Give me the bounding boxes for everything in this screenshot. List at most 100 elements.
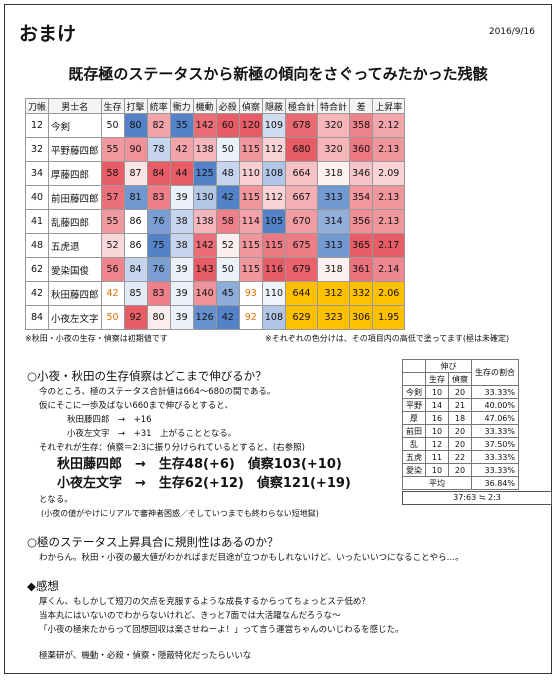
value-cell: 318 xyxy=(317,257,351,282)
column-header: 機動 xyxy=(192,98,217,114)
value-cell: 39 xyxy=(169,257,194,282)
value-cell: 32 xyxy=(24,137,50,162)
value-cell: 58 xyxy=(215,209,240,234)
growth-cell: 20 xyxy=(448,437,472,451)
value-cell: 313 xyxy=(317,185,351,210)
value-cell: 105 xyxy=(261,209,287,234)
ratio-box: 37:63 ≒ 2:3 xyxy=(402,491,552,505)
text-body: ○小夜・秋田の生存偵察はどこまで伸びるか？ 今のところ、極のステータス合計値は66… xyxy=(27,361,464,663)
column-header: 男士名 xyxy=(48,98,102,114)
growth-cell: 22 xyxy=(448,450,472,464)
value-cell: 48 xyxy=(215,161,240,186)
value-cell: 48 xyxy=(24,233,50,258)
column-header: 差 xyxy=(349,98,374,114)
value-cell: 115 xyxy=(238,257,263,282)
column-header: 上昇率 xyxy=(372,98,406,114)
name-cell: 乱藤四郎 xyxy=(48,209,102,234)
text-line: 小夜左文字 → 生存62(+12) 偵察121(+19) xyxy=(57,476,351,491)
value-cell: 142 xyxy=(192,233,217,258)
value-cell: 115 xyxy=(238,233,263,258)
value-cell: 110 xyxy=(238,161,263,186)
growth-cell: 11 xyxy=(425,450,449,464)
value-cell: 80 xyxy=(123,113,148,138)
note: ※秋田・小夜の生存・偵察は初期値です xyxy=(25,334,168,343)
section-heading: ◆感想 xyxy=(27,579,59,593)
growth-cell: 18 xyxy=(448,411,472,425)
value-cell: 50 xyxy=(215,137,240,162)
growth-cell: 10 xyxy=(425,385,449,399)
value-cell: 116 xyxy=(261,257,287,282)
value-cell: 34 xyxy=(24,161,50,186)
value-cell: 90 xyxy=(123,137,148,162)
text-line: 秋田藤四郎 → +16 xyxy=(67,415,152,425)
value-cell: 35 xyxy=(169,113,194,138)
value-cell: 361 xyxy=(349,257,374,282)
value-cell: 2.13 xyxy=(372,185,406,210)
section-heading: ○極のステータス上昇具合に規則性はあるのか？ xyxy=(27,535,279,549)
column-header: 統率 xyxy=(146,98,171,114)
value-cell: 1.95 xyxy=(372,305,406,330)
growth-cell: 20 xyxy=(448,463,472,477)
value-cell: 356 xyxy=(349,209,374,234)
value-cell: 670 xyxy=(285,209,319,234)
value-cell: 110 xyxy=(261,281,287,306)
value-cell: 2.13 xyxy=(372,209,406,234)
value-cell: 360 xyxy=(349,137,374,162)
text-line: 仮にそこに一歩及ばない660まで伸びるとすると、 xyxy=(39,401,233,411)
value-cell: 83 xyxy=(146,281,171,306)
value-cell: 60 xyxy=(215,113,240,138)
value-cell: 38 xyxy=(169,233,194,258)
growth-cell: 33.33% xyxy=(471,463,519,477)
column-header: 生存の割合 xyxy=(471,359,519,386)
value-cell: 50 xyxy=(100,305,125,330)
column-header: 打撃 xyxy=(123,98,148,114)
growth-cell: 20 xyxy=(448,385,472,399)
value-cell: 313 xyxy=(317,233,351,258)
text-line: 小夜左文字 → +31 上がることとなる。 xyxy=(67,429,237,439)
value-cell: 81 xyxy=(123,185,148,210)
table-row: 40 前田藤四郎 57 81 83 39 130 42 115 112 667 313 354 2.13 xyxy=(24,185,406,210)
value-cell: 87 xyxy=(123,161,148,186)
value-cell: 40 xyxy=(24,185,50,210)
value-cell: 320 xyxy=(317,113,351,138)
value-cell: 62 xyxy=(24,257,50,282)
value-cell: 75 xyxy=(146,233,171,258)
value-cell: 42 xyxy=(100,281,125,306)
value-cell: 2.12 xyxy=(372,113,406,138)
text-line: 当本丸にはいないのでわからないけれど、きっと7面では大活躍なんだろうな～ xyxy=(39,611,341,621)
growth-row: 平野 14 21 40.00% xyxy=(402,398,519,412)
table-row: 41 乱藤四郎 55 86 76 38 138 58 114 105 670 314 356 2.13 xyxy=(24,209,406,234)
value-cell: 115 xyxy=(261,233,287,258)
value-cell: 84 xyxy=(24,305,50,330)
growth-cell: 五虎 xyxy=(402,450,426,464)
growth-cell: 10 xyxy=(425,463,449,477)
growth-cell: 21 xyxy=(448,398,472,412)
value-cell: 112 xyxy=(261,185,287,210)
section-heading: ○小夜・秋田の生存偵察はどこまで伸びるか？ xyxy=(27,369,267,383)
growth-head: 伸び 生存の割合 xyxy=(402,359,519,386)
column-header: 必殺 xyxy=(215,98,240,114)
value-cell: 92 xyxy=(123,305,148,330)
column-header: 偵察 xyxy=(448,372,472,386)
growth-cell: 33.33% xyxy=(471,385,519,399)
text-line: 秋田藤四郎 → 生存48(+6) 偵察103(+10) xyxy=(57,457,342,472)
title: 既存極のステータスから新極の傾向をさぐってみたかった残骸 xyxy=(68,65,488,83)
value-cell: 112 xyxy=(261,137,287,162)
value-cell: 114 xyxy=(238,209,263,234)
value-cell: 52 xyxy=(215,233,240,258)
value-cell: 41 xyxy=(24,209,50,234)
growth-cell: 33.33% xyxy=(471,424,519,438)
value-cell: 2.17 xyxy=(372,233,406,258)
value-cell: 78 xyxy=(146,137,171,162)
value-cell: 85 xyxy=(123,281,148,306)
average-row: 平均 36.84% xyxy=(402,476,519,490)
value-cell: 82 xyxy=(146,113,171,138)
value-cell: 346 xyxy=(349,161,374,186)
value-cell: 365 xyxy=(349,233,374,258)
name-cell: 愛染国俊 xyxy=(48,257,102,282)
value-cell: 42 xyxy=(215,305,240,330)
value-cell: 138 xyxy=(192,137,217,162)
text-line: それぞれが生存：偵察＝2:3に振り分けられているとすると、(右参照) xyxy=(39,443,305,453)
name-cell: 平野藤四郎 xyxy=(48,137,102,162)
text-line: 「小夜の極来たからって回想回収は楽させねーよ！」って言う運営ちゃんのいじわるを感… xyxy=(39,625,404,635)
